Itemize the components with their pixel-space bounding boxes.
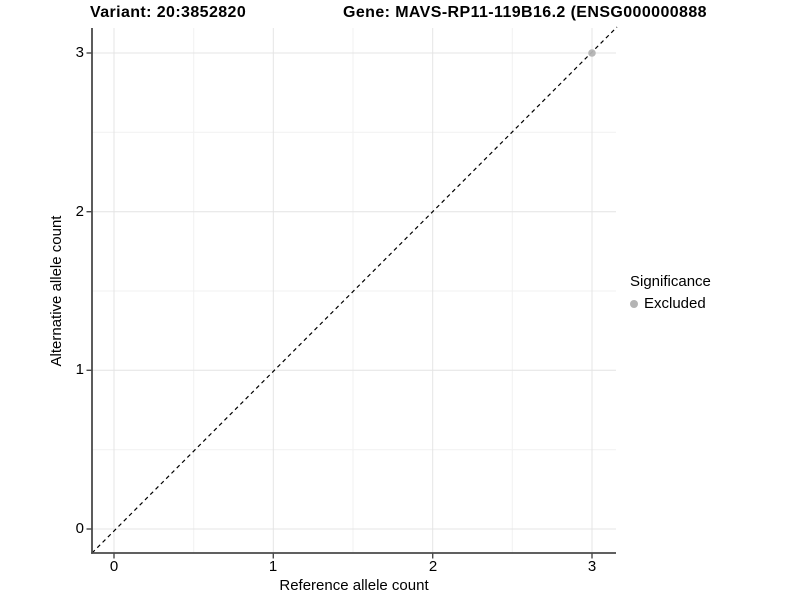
identity-reference-line — [91, 26, 618, 554]
y-tick-label-3: 3 — [75, 44, 84, 61]
y-tick-label-1: 1 — [75, 361, 84, 378]
plot-title-gene: Gene: MAVS-RP11-119B16.2 (ENSG000000888 — [343, 4, 707, 21]
y-axis-title: Alternative allele count — [48, 215, 65, 367]
data-point-excluded — [588, 49, 596, 57]
x-tick-label-0: 0 — [109, 558, 119, 575]
axis-tick-marks — [86, 52, 593, 559]
legend-dot-icon — [630, 299, 638, 308]
legend-entry-label: Excluded — [644, 295, 706, 312]
x-axis-title: Reference allele count — [279, 577, 429, 594]
x-tick-label-2: 2 — [428, 558, 438, 575]
major-gridlines — [92, 28, 616, 553]
y-tick-label-2: 2 — [75, 203, 84, 220]
legend-title: Significance — [630, 273, 711, 290]
legend: Significance Excluded — [630, 272, 711, 313]
legend-entry-excluded: Excluded — [630, 294, 711, 313]
x-tick-label-1: 1 — [268, 558, 278, 575]
axis-lines — [91, 28, 616, 554]
x-tick-label-3: 3 — [587, 558, 597, 575]
y-tick-label-0: 0 — [75, 520, 84, 537]
plot-title-variant: Variant: 20:3852820 — [90, 4, 247, 21]
